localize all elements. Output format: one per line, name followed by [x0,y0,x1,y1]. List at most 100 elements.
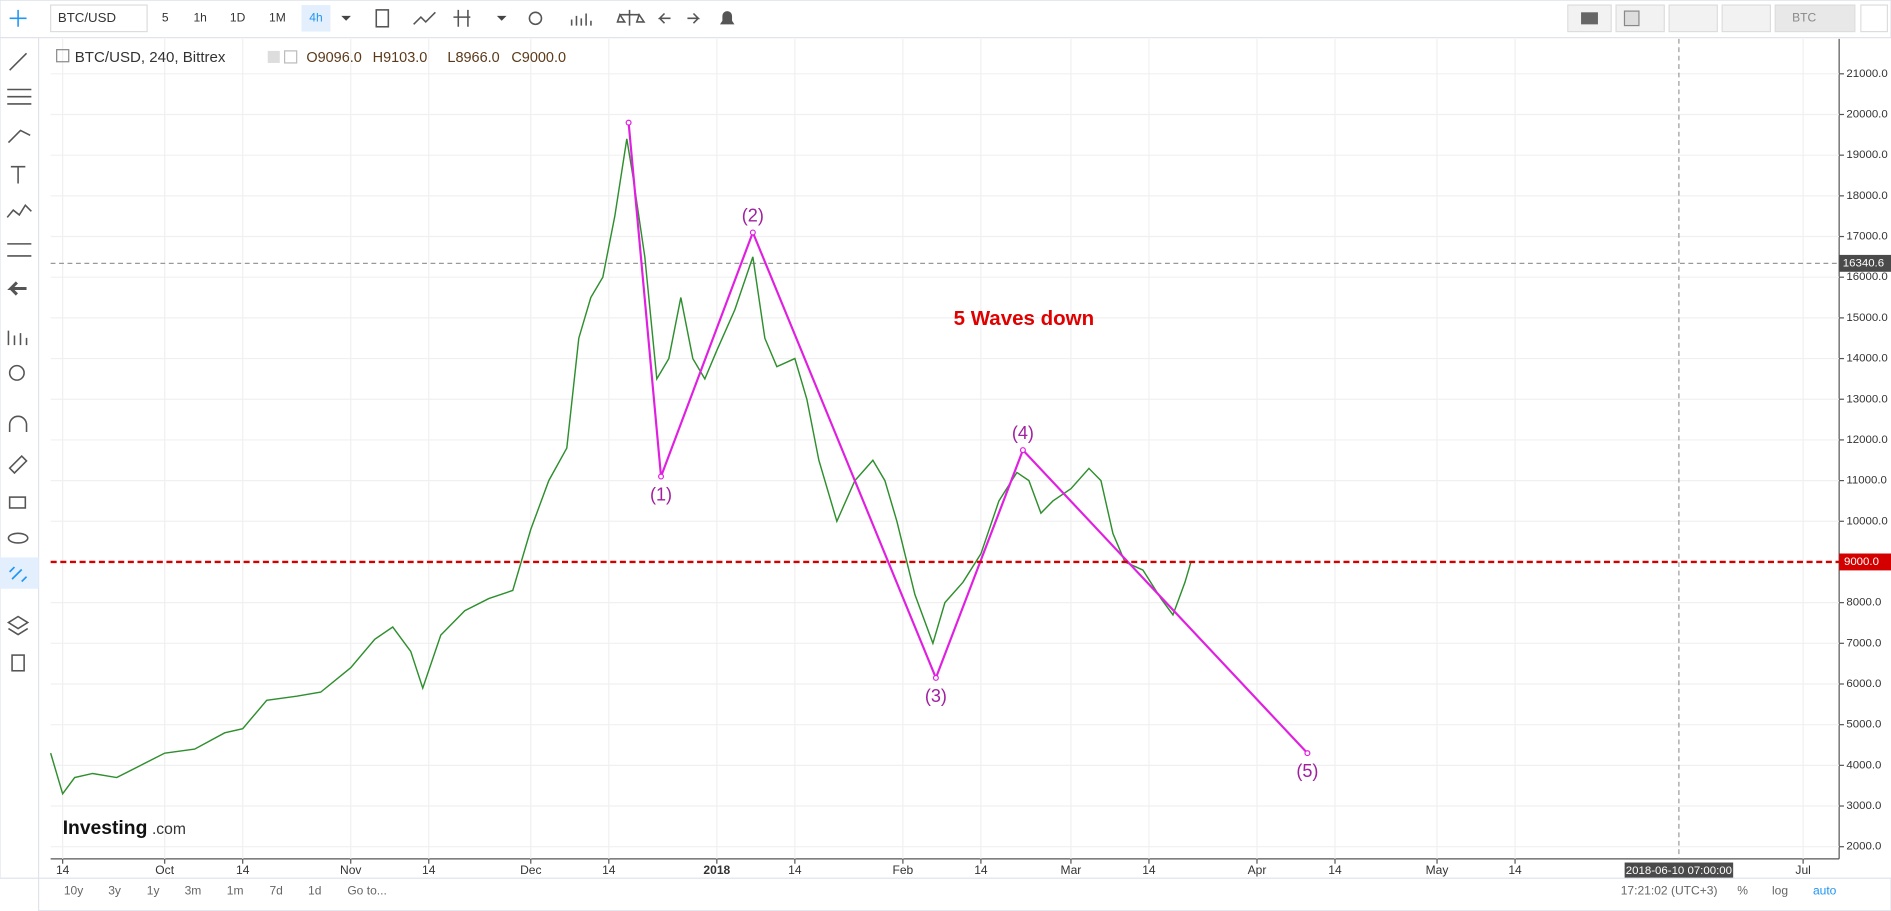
alert-icon[interactable] [719,11,735,25]
y-tick-label: 17000.0 [1846,231,1887,243]
dropdown-arrow[interactable] [341,15,351,21]
settings-icon[interactable] [528,11,543,26]
compare-icon[interactable] [616,9,646,26]
plot-area [50,38,1840,859]
pattern-tool[interactable] [6,204,32,218]
back-tool[interactable] [7,281,27,296]
layout-button[interactable] [1615,4,1665,33]
y-tick-label: 16000.0 [1846,271,1887,283]
range-button[interactable]: 3y [108,884,121,898]
wave-point [625,119,632,126]
line-icon[interactable] [413,11,436,25]
active-tool-bg [0,557,39,589]
scale-option[interactable]: log [1772,884,1788,898]
x-tick-label: Dec [520,863,541,877]
x-tick-label: 14 [422,863,436,877]
symbol-right-box[interactable] [1774,4,1856,33]
link-tool[interactable] [9,566,28,583]
y-tick-label: 11000.0 [1846,475,1887,487]
camera-icon [1581,12,1598,25]
crosshair-time-tag [1624,862,1734,880]
x-tick-label: 14 [974,863,988,877]
fullscreen-button[interactable] [1860,4,1888,33]
watermark-brand: Investing [63,818,148,839]
symbol: BTC/USD [58,10,116,25]
bottom-group: 10y 3y 1y 3m 1m 7d 1d% log auto [64,884,1837,898]
candles-icon[interactable] [375,9,390,28]
plot-layer: 2000.0 3000.0 4000.0 5000.0 6000.0 7000.0 8000… [49,38,1891,880]
x-tick-label: Nov [340,863,361,877]
text-tool[interactable] [10,165,26,184]
range-button[interactable]: 7d [269,884,282,898]
x-tick-label: 14 [1142,863,1156,877]
magnet-tool[interactable] [8,415,28,432]
collapse-button[interactable] [56,49,70,63]
last-price-tag [1839,553,1891,571]
interval[interactable]: 4h [309,11,322,25]
crosshair-tool[interactable] [9,9,27,27]
hide-tool[interactable] [7,532,29,544]
studies-icon[interactable] [570,13,592,26]
zoom-tool[interactable] [8,364,25,381]
redo-icon[interactable] [687,12,701,24]
fib-tool[interactable] [7,88,32,105]
lock-tool[interactable] [8,496,27,509]
crosshair-price-label: 16340.6 [1843,257,1884,269]
x-tick-label: Mar [1061,863,1082,877]
save-button[interactable] [1721,4,1772,33]
watermark-suffix: .com [152,821,186,838]
trash-tool[interactable] [11,654,25,672]
brush-tool[interactable] [7,129,31,144]
wave-point [1304,750,1311,757]
settings-icon[interactable] [284,50,298,64]
y-tick-label: 5000.0 [1846,719,1881,731]
range-button[interactable]: 3m [185,884,202,898]
indicator-icon[interactable] [453,9,471,27]
annotation: 5 Waves down [954,307,1095,330]
y-tick-label: 7000.0 [1846,637,1881,649]
range-button[interactable]: 10y [64,884,83,898]
y-tick-label: 2000.0 [1846,841,1881,853]
y-tick-label: 10000.0 [1846,515,1887,527]
scale-option[interactable]: auto [1813,884,1837,898]
x-tick-label: 14 [56,863,70,877]
load-button[interactable] [1668,4,1718,33]
interval-group: 5 1h 1D 1M 4h [162,5,331,32]
measure-tool[interactable] [7,330,28,346]
scale-option[interactable]: % [1737,884,1748,898]
x-tick-label: 14 [602,863,616,877]
interval[interactable]: 1M [269,11,286,25]
wave-label: (1) [650,485,672,505]
symbol-box[interactable] [50,4,148,33]
x-tick-label: Oct [155,863,174,877]
range-button[interactable]: 1y [147,884,160,898]
y-tick-label: 21000.0 [1846,68,1887,80]
dropdown-arrow[interactable] [496,15,507,21]
x-tick-label: Feb [893,863,914,877]
crosshair-price-tag [1839,254,1891,272]
ohlc-value: C9000.0 [511,50,566,66]
prediction-tool[interactable] [7,243,32,257]
y-tick-label: 6000.0 [1846,678,1881,690]
interval[interactable]: 1h [193,11,206,25]
range-button[interactable]: 1d [308,884,321,898]
x-tick-label: 14 [788,863,802,877]
x-tick-label: 14 [236,863,250,877]
interval[interactable]: 5 [162,11,169,25]
eye-icon[interactable] [267,50,280,63]
range-button[interactable]: 1m [227,884,244,898]
goto[interactable]: Go to... [347,884,387,898]
wave-point [658,473,665,480]
y-tick-label: 8000.0 [1846,597,1881,609]
interval[interactable]: 1D [230,11,246,25]
draw-mode-tool[interactable] [8,454,28,475]
wave-label: (2) [742,206,764,226]
undo-icon[interactable] [657,12,671,24]
y-tick-label: 19000.0 [1846,149,1887,161]
x-tick-label: 14 [1328,863,1342,877]
trend-tool[interactable] [9,52,28,71]
objects-tool[interactable] [6,615,30,636]
wave-label: (4) [1012,423,1034,443]
